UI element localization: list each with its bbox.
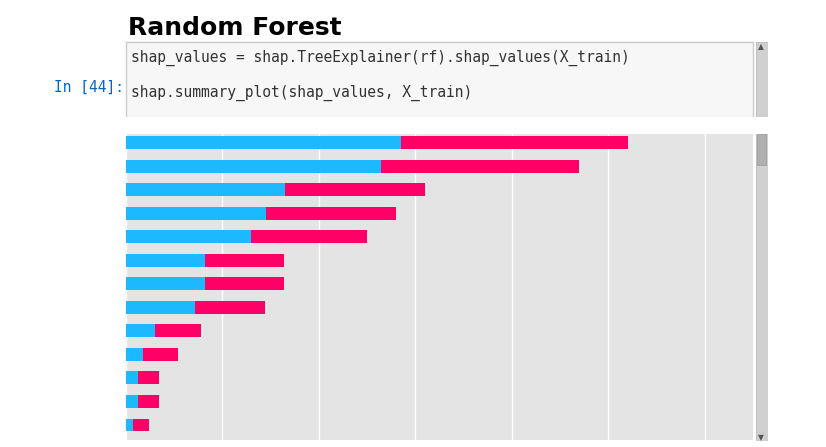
Bar	[138, 371, 159, 384]
Bar	[133, 418, 149, 431]
Bar	[126, 325, 154, 337]
Bar	[126, 254, 205, 267]
Bar	[205, 278, 284, 290]
Bar	[126, 136, 401, 149]
FancyBboxPatch shape	[757, 134, 766, 165]
Bar	[195, 301, 264, 314]
Bar	[401, 136, 628, 149]
Bar	[126, 371, 138, 384]
Bar	[266, 207, 396, 220]
Bar	[126, 418, 133, 431]
Bar	[251, 230, 367, 243]
Bar	[285, 183, 425, 196]
Bar	[126, 348, 143, 361]
Text: ▲: ▲	[758, 42, 764, 51]
Text: ▼: ▼	[758, 433, 764, 442]
Bar	[138, 395, 159, 408]
Bar	[126, 207, 266, 220]
Bar	[205, 254, 284, 267]
Bar	[126, 278, 205, 290]
Bar	[143, 348, 178, 361]
Bar	[126, 301, 195, 314]
Bar	[126, 230, 251, 243]
Bar	[154, 325, 201, 337]
Bar	[126, 160, 382, 173]
Text: shap_values = shap.TreeExplainer(rf).shap_values(X_train): shap_values = shap.TreeExplainer(rf).sha…	[131, 50, 629, 66]
Bar	[126, 395, 138, 408]
Text: Random Forest: Random Forest	[128, 16, 342, 40]
Bar	[126, 183, 285, 196]
Text: shap.summary_plot(shap_values, X_train): shap.summary_plot(shap_values, X_train)	[131, 84, 472, 101]
Text: In [44]:: In [44]:	[54, 80, 124, 95]
Bar	[382, 160, 580, 173]
